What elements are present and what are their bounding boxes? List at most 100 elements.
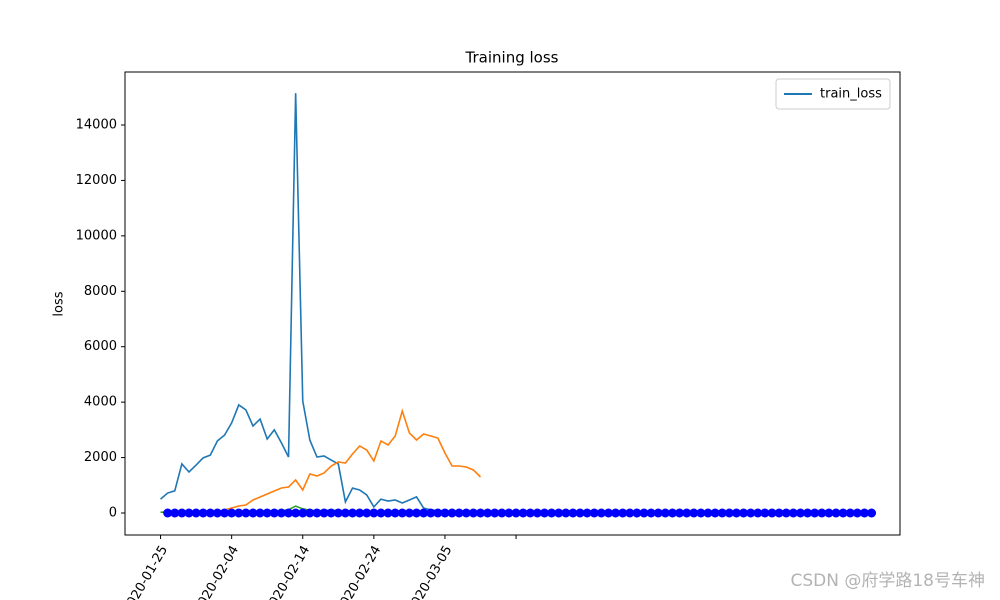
marker <box>518 508 528 518</box>
marker <box>262 508 272 518</box>
y-tick-label: 8000 <box>84 284 117 299</box>
marker <box>803 508 813 518</box>
marker <box>241 508 251 518</box>
marker <box>639 508 649 518</box>
line <box>224 408 482 511</box>
marker <box>255 508 265 518</box>
legend-label: train_loss <box>820 87 882 102</box>
marker <box>483 508 493 518</box>
marker <box>845 508 855 518</box>
marker <box>582 508 592 518</box>
marker <box>198 508 208 518</box>
marker <box>177 508 187 518</box>
marker <box>276 508 286 518</box>
y-tick-label: 0 <box>109 505 117 520</box>
marker <box>852 508 862 518</box>
marker <box>220 508 230 518</box>
marker <box>703 508 713 518</box>
marker <box>348 508 358 518</box>
legend-box <box>775 78 891 110</box>
marker <box>305 508 315 518</box>
watermark: CSDN @府学路18号车神 <box>790 571 985 591</box>
marker <box>426 508 436 518</box>
marker <box>568 508 578 518</box>
marker <box>461 508 471 518</box>
line <box>160 93 453 513</box>
marker <box>184 508 194 518</box>
marker <box>774 508 784 518</box>
marker <box>859 508 869 518</box>
marker <box>205 508 215 518</box>
y-tick-label: 4000 <box>84 395 117 410</box>
marker <box>689 508 699 518</box>
marker <box>795 508 805 518</box>
marker <box>696 508 706 518</box>
marker <box>746 508 756 518</box>
marker <box>589 508 599 518</box>
marker <box>824 508 834 518</box>
marker <box>433 508 443 518</box>
marker <box>532 508 542 518</box>
marker <box>284 508 294 518</box>
marker <box>547 508 557 518</box>
y-tick-label: 6000 <box>84 339 117 354</box>
y-tick-label: 14000 <box>76 118 117 133</box>
y-tick-label: 10000 <box>76 228 117 243</box>
marker <box>440 508 450 518</box>
marker <box>611 508 621 518</box>
marker <box>369 508 379 518</box>
marker <box>376 508 386 518</box>
marker <box>298 508 308 518</box>
marker <box>539 508 549 518</box>
marker <box>490 508 500 518</box>
marker <box>390 508 400 518</box>
marker <box>269 508 279 518</box>
marker <box>632 508 642 518</box>
marker <box>326 508 336 518</box>
marker <box>717 508 727 518</box>
marker <box>575 508 585 518</box>
marker <box>163 508 173 518</box>
marker <box>319 508 329 518</box>
marker <box>504 508 514 518</box>
marker <box>362 508 372 518</box>
plot-area <box>160 93 877 518</box>
marker <box>291 508 301 518</box>
marker <box>767 508 777 518</box>
marker <box>781 508 791 518</box>
marker <box>355 508 365 518</box>
marker <box>667 508 677 518</box>
marker <box>817 508 827 518</box>
marker <box>511 508 521 518</box>
marker <box>170 508 180 518</box>
marker <box>682 508 692 518</box>
marker <box>788 508 798 518</box>
marker <box>419 508 429 518</box>
marker <box>625 508 635 518</box>
marker <box>212 508 222 518</box>
marker <box>710 508 720 518</box>
marker <box>603 508 613 518</box>
marker <box>234 508 244 518</box>
marker <box>383 508 393 518</box>
marker <box>618 508 628 518</box>
marker <box>653 508 663 518</box>
marker <box>404 508 414 518</box>
marker <box>660 508 670 518</box>
marker <box>561 508 571 518</box>
marker <box>739 508 749 518</box>
y-tick-label: 2000 <box>84 450 117 465</box>
marker <box>675 508 685 518</box>
marker <box>554 508 564 518</box>
marker <box>412 508 422 518</box>
marker <box>340 508 350 518</box>
marker <box>191 508 201 518</box>
chart-title: Training loss <box>465 49 559 67</box>
y-tick-label: 12000 <box>76 173 117 188</box>
marker <box>867 508 877 518</box>
marker <box>596 508 606 518</box>
marker <box>468 508 478 518</box>
marker <box>476 508 486 518</box>
